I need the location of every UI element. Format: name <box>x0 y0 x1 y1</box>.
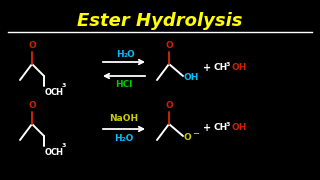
Text: Ester Hydrolysis: Ester Hydrolysis <box>77 12 243 30</box>
Text: OH: OH <box>184 73 199 82</box>
Text: O: O <box>45 148 52 157</box>
Text: CH: CH <box>213 64 227 73</box>
Text: NaOH: NaOH <box>109 114 139 123</box>
Text: +: + <box>203 63 211 73</box>
Text: O: O <box>28 41 36 50</box>
Text: −: − <box>192 129 199 138</box>
Text: CH: CH <box>51 88 64 97</box>
Text: H: H <box>116 50 124 59</box>
Text: HCl: HCl <box>115 80 133 89</box>
Text: O: O <box>28 101 36 110</box>
Text: ₂O: ₂O <box>124 50 136 59</box>
Text: CH: CH <box>213 123 227 132</box>
Text: O: O <box>45 88 52 97</box>
Text: H₂O: H₂O <box>114 134 134 143</box>
Text: 3: 3 <box>226 62 230 66</box>
Text: 3: 3 <box>62 83 66 88</box>
Text: O: O <box>184 134 192 143</box>
Text: +: + <box>203 123 211 133</box>
Text: O: O <box>165 41 173 50</box>
Text: 3: 3 <box>62 143 66 148</box>
Text: 3: 3 <box>226 122 230 127</box>
Text: CH: CH <box>51 148 64 157</box>
Text: O: O <box>165 101 173 110</box>
Text: OH: OH <box>231 123 246 132</box>
Text: OH: OH <box>231 64 246 73</box>
